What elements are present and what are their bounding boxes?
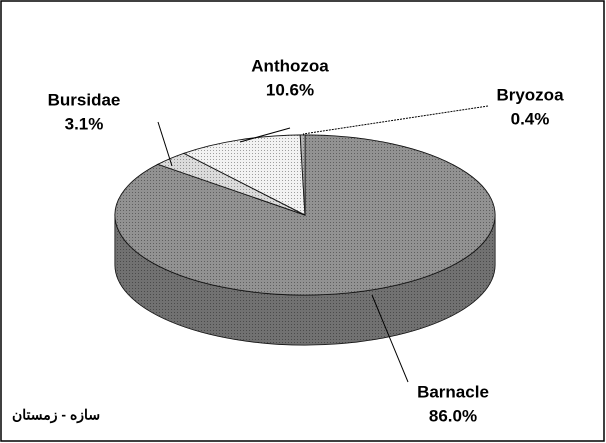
- slice-label: Bryozoa: [496, 85, 564, 104]
- slice-texture: [183, 135, 305, 215]
- slice-value-label: 0.4%: [511, 109, 550, 128]
- slice-texture: [157, 153, 305, 215]
- leader-line: [371, 294, 409, 383]
- slice-value-label: 10.6%: [266, 80, 314, 99]
- slice-side-texture: [115, 215, 495, 345]
- pie: [114, 134, 496, 346]
- slice-label: Bursidae: [48, 90, 121, 109]
- slice-value-label: 86.0%: [429, 406, 477, 425]
- slice-value-label: 3.1%: [65, 114, 104, 133]
- slice-label: Anthozoa: [251, 56, 329, 75]
- slice-label: Barnacle: [417, 382, 489, 401]
- leader-line: [302, 105, 489, 135]
- leader-line: [239, 127, 291, 143]
- annotation: سازه - زمستان: [12, 407, 100, 424]
- slice-texture: [300, 135, 305, 215]
- leader-line: [157, 121, 173, 167]
